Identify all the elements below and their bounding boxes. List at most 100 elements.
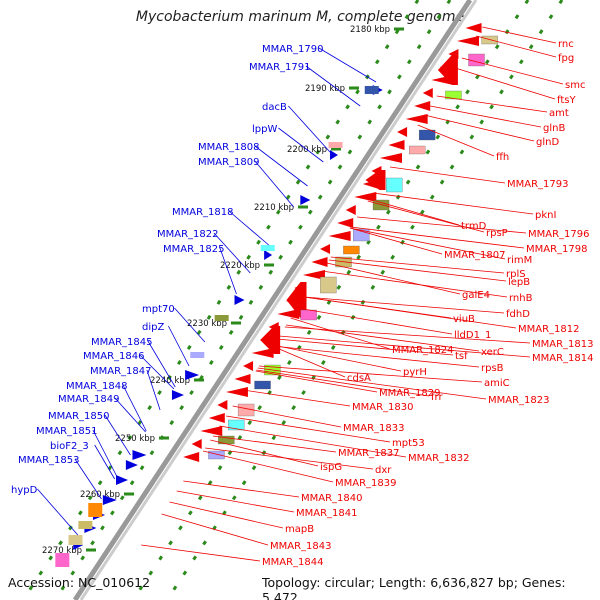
forward-gene-arrow <box>125 460 138 470</box>
reverse-leader-line <box>272 345 480 368</box>
forward-gene-label: dipZ <box>142 322 164 333</box>
forward-leader-line <box>74 458 102 500</box>
reverse-leader-line <box>424 114 535 142</box>
reverse-gene-label: xerC <box>481 347 504 358</box>
reverse-gene-arrow <box>251 348 274 358</box>
gene-feature-box <box>208 450 225 460</box>
reverse-gene-arrow <box>208 413 225 423</box>
reverse-gene-arrow <box>465 23 482 33</box>
kbp-tick-label: 2260 kbp <box>80 490 120 500</box>
reverse-leader-line <box>183 480 300 498</box>
reverse-gene-label: MMAR_1843 <box>270 541 332 552</box>
reverse-leader-line <box>257 367 487 400</box>
reverse-gene-label: MMAR_1830 <box>352 402 414 413</box>
forward-leader-line <box>168 325 190 367</box>
gene-feature-box <box>254 380 271 390</box>
reverse-gene-label: lepB <box>508 277 530 288</box>
forward-gene-arrow <box>132 450 147 460</box>
reverse-leader-line <box>482 26 557 44</box>
reverse-gene-label: rimM <box>507 255 532 266</box>
gene-feature-box <box>386 177 403 193</box>
reverse-gene-label: MMAR_1833 <box>343 423 405 434</box>
forward-gene-label: lppW <box>252 124 277 135</box>
kbp-tick-label: 2190 kbp <box>305 84 345 94</box>
reverse-gene-label: glnD <box>536 137 559 148</box>
gene-feature-box <box>260 245 275 251</box>
gene-feature-box <box>481 35 498 45</box>
reverse-leader-line <box>321 270 508 298</box>
reverse-gene-block <box>260 326 281 354</box>
reverse-gene-label: ffh <box>496 152 509 163</box>
reverse-gene-arrow <box>217 400 228 410</box>
forward-leader-line <box>213 232 251 274</box>
forward-gene-label: MMAR_1825 <box>163 244 225 255</box>
forward-gene-arrow <box>234 295 245 305</box>
reverse-gene-arrow <box>311 257 328 267</box>
forward-leader-line <box>318 47 377 83</box>
kbp-tick-label: 2250 kbp <box>115 434 155 444</box>
reverse-gene-arrow <box>243 361 254 371</box>
forward-leader-line <box>114 397 146 433</box>
reverse-gene-arrow <box>302 270 325 280</box>
reverse-leader-line <box>330 256 505 274</box>
reverse-gene-arrow <box>337 218 354 228</box>
forward-gene-label: MMAR_1791 <box>249 62 311 73</box>
reverse-gene-label: MMAR_1807 <box>444 250 506 261</box>
reverse-gene-label: rplS <box>506 269 526 280</box>
reverse-leader-line <box>357 216 527 234</box>
reverse-gene-label: MMAR_1837 <box>338 448 400 459</box>
gene-feature-box <box>372 199 390 211</box>
forward-leader-line <box>305 65 361 107</box>
reverse-leader-line <box>436 95 548 113</box>
forward-gene-arrow <box>185 370 200 380</box>
forward-leader-line <box>146 369 161 411</box>
reverse-leader-line <box>272 345 346 378</box>
reverse-leader-line <box>256 369 430 397</box>
reverse-leader-line <box>243 389 351 407</box>
gene-feature-box <box>190 352 205 358</box>
reverse-gene-arrow <box>414 101 431 111</box>
reverse-gene-arrow <box>191 439 202 449</box>
reverse-gene-label: viuB <box>453 314 475 325</box>
gene-feature-box <box>343 245 360 255</box>
forward-leader-line <box>37 488 79 536</box>
forward-leader-line <box>94 444 116 480</box>
reverse-leader-line <box>259 365 483 383</box>
accession-text: Accession: NC_010612 <box>8 575 151 590</box>
reverse-gene-label: MMAR_1844 <box>262 557 324 568</box>
reverse-gene-label: ftsY <box>557 95 576 106</box>
forward-gene-label: dacB <box>262 102 287 113</box>
genome-summary-text: Topology: circular; Length: 6,636,827 bp… <box>262 575 566 600</box>
reverse-gene-label: MMAR_1812 <box>518 324 580 335</box>
reverse-leader-line <box>278 335 531 358</box>
reverse-gene-label: trmD <box>461 221 487 232</box>
forward-gene-label: MMAR_1849 <box>58 394 120 405</box>
reverse-gene-arrow <box>277 309 300 319</box>
forward-gene-label: MMAR_1790 <box>262 44 324 55</box>
forward-leader-line <box>122 384 147 432</box>
kbp-tick-label: 2220 kbp <box>220 261 260 271</box>
forward-gene-label: mpt70 <box>142 304 175 315</box>
reverse-gene-label: frr <box>431 392 443 403</box>
kbp-tick-label: 2230 kbp <box>187 319 227 329</box>
reverse-gene-arrow <box>345 205 356 215</box>
forward-gene-label: MMAR_1851 <box>36 426 98 437</box>
forward-gene-label: MMAR_1809 <box>198 157 260 168</box>
forward-gene-arrow <box>116 475 128 485</box>
reverse-gene-label: rnc <box>558 39 574 50</box>
reverse-gene-arrow <box>422 88 433 98</box>
reverse-gene-label: pyrH <box>403 367 427 378</box>
reverse-gene-label: ispG <box>320 462 342 473</box>
reverse-gene-label: smc <box>565 80 585 91</box>
reverse-leader-line <box>304 296 517 329</box>
forward-gene-arrow <box>300 195 311 205</box>
reverse-leader-line <box>272 344 402 372</box>
reverse-gene-arrow <box>320 244 331 254</box>
reverse-gene-label: MMAR_1796 <box>528 229 590 240</box>
forward-gene-arrow <box>102 495 117 505</box>
reverse-leader-line <box>328 259 507 282</box>
reverse-leader-line <box>161 513 269 546</box>
forward-gene-arrow <box>264 250 273 260</box>
reverse-gene-arrow <box>397 127 408 137</box>
